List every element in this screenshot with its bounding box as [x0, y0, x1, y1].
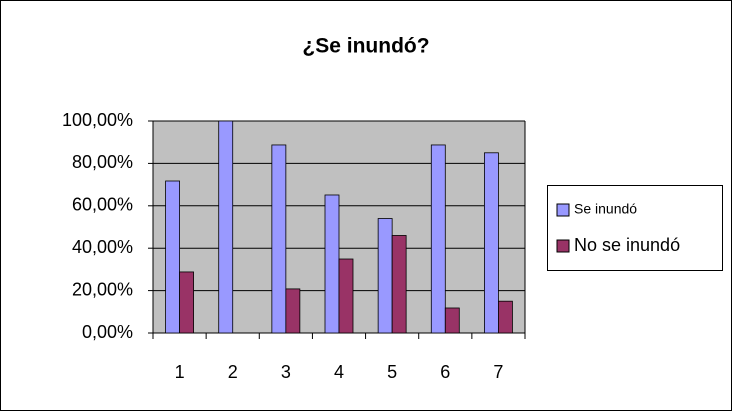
bar [338, 258, 354, 334]
bar [444, 307, 460, 334]
bar [377, 218, 393, 334]
x-tick-label: 4 [334, 362, 344, 382]
x-tick-label: 7 [493, 362, 503, 382]
bar [165, 180, 180, 334]
bar [484, 152, 499, 334]
legend-swatch [556, 239, 570, 253]
legend-swatch [556, 203, 570, 217]
bar [430, 144, 446, 334]
legend-label: Se inundó [574, 201, 637, 217]
x-tick-label: 6 [440, 362, 450, 382]
chart-title: ¿Se inundó? [302, 35, 429, 58]
bar [285, 288, 301, 334]
bar [271, 144, 287, 334]
x-tick-label: 3 [281, 362, 291, 382]
y-tick-label: 40,00% [72, 237, 133, 257]
x-tick-label: 2 [228, 362, 238, 382]
bar [218, 120, 234, 334]
y-tick-label: 100,00% [62, 110, 133, 130]
legend-box [547, 185, 723, 271]
x-tick-label: 5 [387, 362, 397, 382]
y-tick-label: 80,00% [72, 152, 133, 172]
y-tick-label: 20,00% [72, 279, 133, 299]
y-tick-label: 60,00% [72, 195, 133, 215]
bar [391, 235, 407, 334]
legend-label: No se inundó [574, 235, 680, 255]
bar [179, 271, 194, 334]
x-tick-label: 1 [175, 362, 185, 382]
y-tick-label: 0,00% [82, 322, 133, 342]
bar [498, 300, 513, 334]
bar [324, 194, 340, 334]
